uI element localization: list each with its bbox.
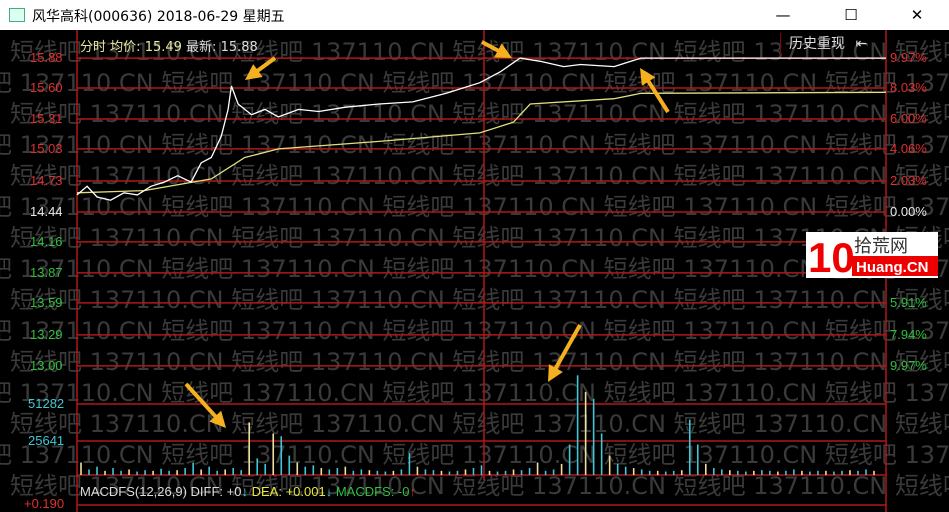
percent-tick: 6.00% [890, 110, 927, 126]
avg-value: 15.49 [144, 40, 182, 55]
percent-tick: 7.94% [890, 326, 927, 342]
svg-text:拾荒网: 拾荒网 [854, 236, 908, 257]
annotation-arrow-icon [548, 324, 582, 382]
percent-tick: 0.00% [890, 204, 927, 219]
price-tick: 13.29 [30, 326, 63, 342]
down-arrow-icon: ↓ [325, 484, 333, 499]
percent-tick: 9.97% [890, 50, 927, 66]
average-price-line [76, 91, 887, 194]
svg-text:10: 10 [808, 234, 855, 278]
watermark: 短线吧 137110.CN 短线吧 137110.CN 短线吧 137110.C… [10, 100, 949, 128]
minimize-button[interactable]: — [775, 6, 791, 24]
watermark: 短线吧 137110.CN 短线吧 137110.CN 短线吧 137110.C… [10, 472, 949, 500]
history-replay-button[interactable]: 历史重现 ⇤ [780, 33, 886, 55]
watermark: 短线吧 137110.CN 短线吧 137110.CN 短线吧 137110.C… [10, 38, 949, 66]
watermark: 短线吧 137110.CN 短线吧 137110.CN 短线吧 137110.C… [0, 193, 949, 221]
price-tick: 15.31 [30, 110, 63, 126]
app-icon [9, 8, 25, 22]
svg-text:Huang.CN: Huang.CN [856, 259, 929, 276]
close-button[interactable]: ✕ [910, 6, 924, 24]
percent-tick: 8.03% [890, 79, 927, 95]
price-tick: 15.03 [30, 140, 63, 156]
site-logo: 10 拾荒网 Huang.CN [806, 232, 938, 278]
last-label: 最新: [186, 40, 217, 55]
back-arrow-icon: ⇤ [855, 36, 868, 52]
title-bar: 风华高科(000636) 2018-06-29 星期五 — ☐ ✕ [0, 0, 949, 30]
chart-header: 分时 均价: 15.49 最新: 15.88 [80, 36, 258, 55]
price-tick: 13.00 [30, 357, 63, 373]
volume-tick: 25641 [28, 433, 65, 448]
percent-tick: 4.06% [890, 140, 927, 156]
watermark: 短线吧 137110.CN 短线吧 137110.CN 短线吧 137110.C… [0, 131, 949, 159]
last-value: 15.88 [220, 40, 258, 55]
watermark: 短线吧 137110.CN 短线吧 137110.CN 短线吧 137110.C… [0, 379, 949, 407]
price-tick: 13.87 [30, 264, 63, 280]
percent-tick: 5.91% [890, 294, 927, 310]
annotation-arrow-icon [481, 40, 512, 58]
watermark: 短线吧 137110.CN 短线吧 137110.CN 短线吧 137110.C… [0, 255, 949, 283]
watermark: 短线吧 137110.CN 短线吧 137110.CN 短线吧 137110.C… [10, 224, 949, 252]
macd-readout: MACDFS(12,26,9) DIFF: +0↓ DEA: +0.001↓ M… [80, 484, 416, 499]
price-tick: 13.59 [30, 294, 63, 310]
volume-tick: 51282 [28, 396, 65, 411]
percent-tick: 9.97% [890, 357, 927, 373]
price-tick: 14.16 [30, 233, 63, 249]
history-replay-label: 历史重现 [789, 36, 845, 52]
avg-label: 均价: [110, 40, 141, 55]
price-tick: 15.88 [30, 50, 63, 66]
annotation-arrow-icon [245, 56, 277, 80]
down-arrow-icon: ↓ [241, 484, 248, 499]
up-arrow-icon: ↑ [409, 484, 416, 499]
price-tick: 14.73 [30, 172, 63, 188]
mode-label: 分时 [80, 40, 107, 55]
annotation-arrow-icon [640, 68, 670, 114]
annotation-arrow-icon [184, 382, 226, 428]
watermark: 短线吧 137110.CN 短线吧 137110.CN 短线吧 137110.C… [10, 410, 949, 438]
watermark: 短线吧 137110.CN 短线吧 137110.CN 短线吧 137110.C… [10, 162, 949, 190]
price-line [76, 57, 886, 201]
macd-dea: DEA: +0.001 [251, 484, 326, 499]
intraday-chart[interactable]: 短线吧 137110.CN 短线吧 137110.CN 短线吧 137110.C… [0, 30, 949, 512]
macd-name: MACDFS(12,26,9) [80, 484, 187, 499]
watermark: 短线吧 137110.CN 短线吧 137110.CN 短线吧 137110.C… [10, 348, 949, 376]
price-tick: 14.44 [30, 204, 63, 219]
price-tick: 15.60 [30, 79, 63, 95]
macd-diff: DIFF: +0 [190, 484, 242, 499]
watermark: 短线吧 137110.CN 短线吧 137110.CN 短线吧 137110.C… [10, 286, 949, 314]
macd-axis-label: +0.190 [24, 496, 65, 511]
watermark: 短线吧 137110.CN 短线吧 137110.CN 短线吧 137110.C… [0, 441, 949, 469]
maximize-button[interactable]: ☐ [844, 6, 858, 24]
watermark: 短线吧 137110.CN 短线吧 137110.CN 短线吧 137110.C… [0, 317, 949, 345]
macd-macdfs: MACDFS: -0 [335, 484, 410, 499]
percent-tick: 2.03% [890, 172, 927, 188]
window-title: 风华高科(000636) 2018-06-29 星期五 [32, 9, 285, 25]
